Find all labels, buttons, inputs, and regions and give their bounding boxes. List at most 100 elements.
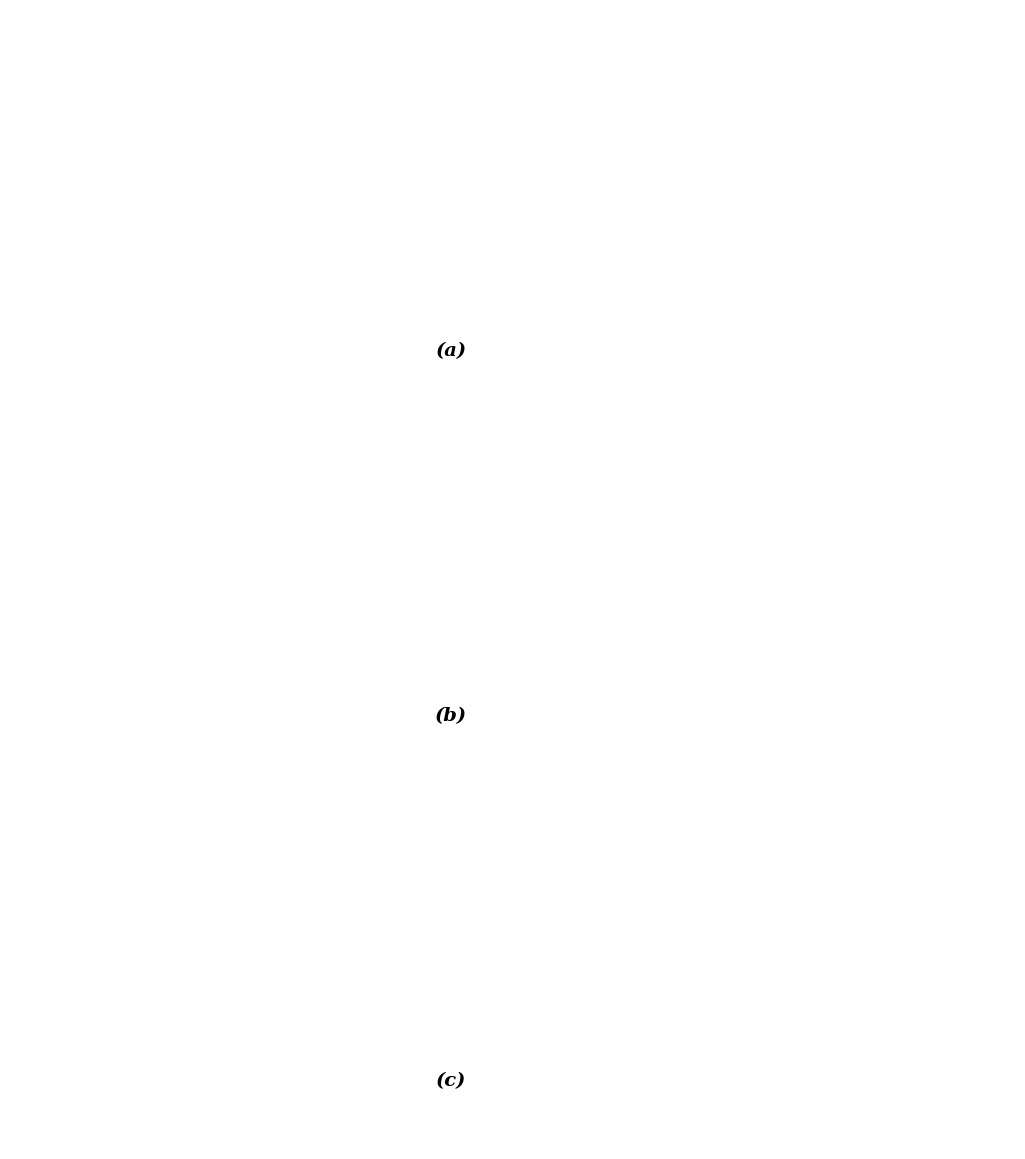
Ellipse shape [434,924,454,931]
Ellipse shape [873,583,884,586]
Ellipse shape [149,302,165,306]
Ellipse shape [704,502,749,512]
Ellipse shape [838,223,852,226]
Ellipse shape [446,209,460,211]
Ellipse shape [613,121,627,124]
Ellipse shape [149,636,189,648]
Ellipse shape [173,411,188,416]
Ellipse shape [797,88,829,99]
Ellipse shape [526,101,535,104]
Ellipse shape [842,627,869,635]
Ellipse shape [771,936,778,939]
Ellipse shape [561,66,572,70]
Ellipse shape [43,589,69,596]
Ellipse shape [741,75,750,78]
Ellipse shape [102,196,149,209]
Ellipse shape [153,226,203,240]
Ellipse shape [139,613,168,621]
Ellipse shape [655,591,667,595]
Ellipse shape [897,866,907,868]
Ellipse shape [927,450,950,458]
Ellipse shape [286,139,308,146]
Ellipse shape [0,466,4,471]
Ellipse shape [615,963,623,964]
Ellipse shape [323,254,359,260]
Ellipse shape [122,126,144,133]
Ellipse shape [114,116,144,123]
Ellipse shape [138,888,163,895]
Ellipse shape [188,662,218,673]
Ellipse shape [107,490,147,497]
Ellipse shape [901,990,910,992]
Ellipse shape [158,205,173,210]
Ellipse shape [201,467,218,472]
Ellipse shape [835,977,879,986]
Ellipse shape [492,433,507,438]
Ellipse shape [165,910,216,923]
Ellipse shape [512,522,531,527]
Ellipse shape [848,105,859,109]
Ellipse shape [849,115,863,121]
Ellipse shape [301,939,324,947]
Ellipse shape [39,989,66,996]
Ellipse shape [232,836,246,840]
Ellipse shape [587,131,597,133]
Ellipse shape [916,613,926,617]
Ellipse shape [132,553,142,556]
Ellipse shape [86,659,138,675]
Ellipse shape [198,913,236,925]
Ellipse shape [528,947,559,955]
Ellipse shape [538,927,545,928]
Ellipse shape [751,122,763,124]
Ellipse shape [78,921,99,926]
Ellipse shape [624,983,639,986]
Ellipse shape [554,479,565,484]
Ellipse shape [282,957,301,964]
Ellipse shape [128,872,156,879]
Ellipse shape [532,796,542,800]
Ellipse shape [530,1030,543,1034]
Ellipse shape [155,880,183,887]
Ellipse shape [770,894,787,897]
Ellipse shape [737,1029,754,1035]
Ellipse shape [196,108,217,114]
Ellipse shape [795,489,807,493]
Ellipse shape [829,182,867,191]
Ellipse shape [496,975,518,982]
Ellipse shape [702,207,724,214]
Ellipse shape [768,949,782,952]
Ellipse shape [439,270,468,280]
Ellipse shape [813,202,851,211]
Ellipse shape [99,591,111,593]
Ellipse shape [392,482,412,489]
Ellipse shape [807,956,814,958]
Ellipse shape [112,914,141,921]
Text: (b): (b) [435,707,467,726]
Ellipse shape [133,132,157,138]
Ellipse shape [116,557,156,568]
Ellipse shape [417,573,433,577]
Ellipse shape [828,414,848,420]
Text: (a): (a) [436,342,466,360]
Ellipse shape [115,883,142,890]
Ellipse shape [127,990,151,997]
Ellipse shape [878,538,907,549]
Ellipse shape [565,895,591,906]
Ellipse shape [108,808,138,818]
Ellipse shape [100,947,132,958]
Ellipse shape [149,298,190,306]
Ellipse shape [148,422,160,425]
Ellipse shape [417,898,434,904]
Ellipse shape [446,163,461,168]
Ellipse shape [433,474,447,479]
Ellipse shape [73,225,109,233]
Ellipse shape [92,939,130,948]
Ellipse shape [447,848,472,855]
Ellipse shape [0,905,8,912]
Ellipse shape [623,976,631,978]
Ellipse shape [418,169,430,174]
Ellipse shape [466,539,498,548]
Ellipse shape [789,619,811,626]
Ellipse shape [469,552,486,557]
Ellipse shape [738,935,774,943]
